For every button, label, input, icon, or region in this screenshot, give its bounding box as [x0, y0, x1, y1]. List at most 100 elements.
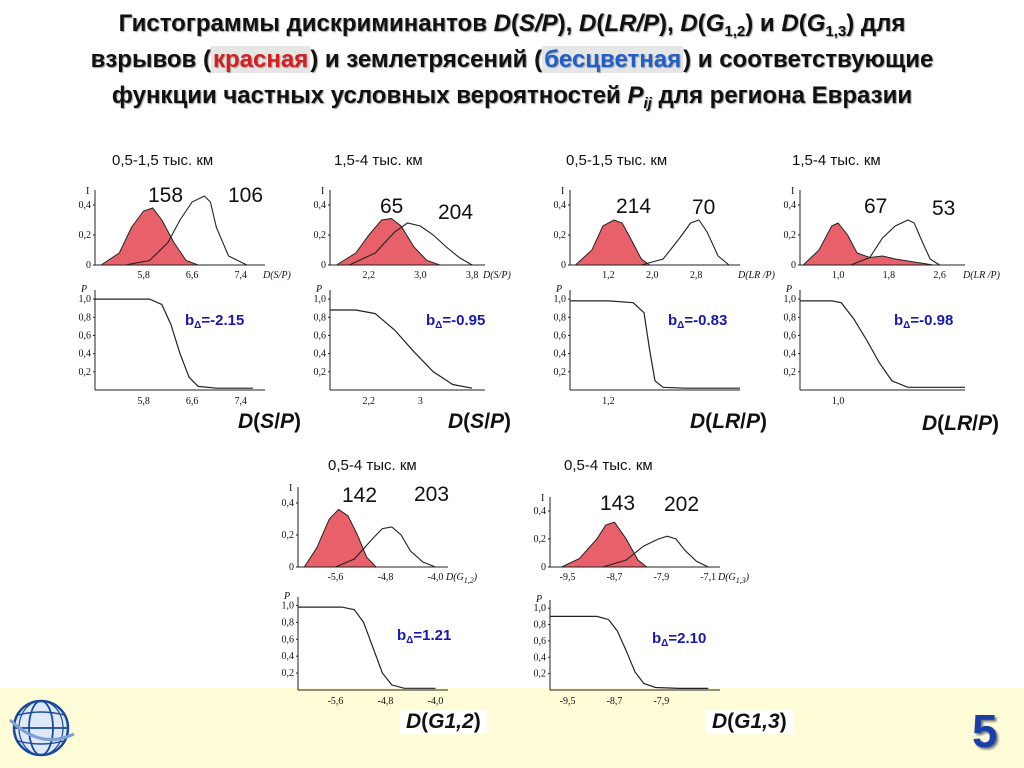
title-sp: S/P: [518, 10, 558, 37]
red-count: 158: [148, 184, 184, 207]
d-argument: G1,3: [734, 710, 780, 733]
hist-y-tick: 0,2: [784, 230, 797, 241]
red-series-area: [334, 217, 440, 266]
hist-x-tick: 6,6: [186, 270, 199, 281]
b-delta-value: bΔ=2.10: [652, 630, 706, 649]
prob-y-tick: 0,8: [282, 617, 295, 628]
title-g: G: [806, 10, 826, 37]
hist-x-tick: 3,8: [466, 270, 479, 281]
hist-axis-label: D(LR /P): [962, 270, 1001, 281]
prob-x-tick: 7,4: [234, 396, 247, 407]
b-label: b: [185, 312, 195, 329]
prob-x-tick: -7,9: [653, 696, 669, 707]
range-label: 1,5-4 тыс. км: [792, 152, 881, 169]
title-g: G: [705, 10, 725, 37]
prob-y-tick: 0,8: [554, 312, 567, 323]
blank-count: 203: [414, 483, 450, 506]
prob-x-tick: -5,6: [328, 696, 344, 707]
hist-y-tick: 0: [321, 260, 326, 271]
blank-series-line: [349, 222, 473, 266]
prob-x-tick: 1,0: [832, 396, 845, 407]
prob-y-tick: 1,0: [534, 603, 547, 614]
hist-y-tick: 0,4: [784, 200, 797, 211]
hist-axis-close: ): [745, 572, 750, 583]
b-label: b: [894, 312, 904, 329]
range-label: 1,5-4 тыс. км: [334, 152, 423, 169]
chart-lrp_long: I0,40,201,0 1,8 2,6 D(LR /P)P1,00,80,60,40,…: [784, 186, 1001, 407]
d-separator: /: [484, 410, 491, 433]
d-argument-2: P: [280, 410, 295, 433]
d-symbol: D: [406, 710, 422, 733]
chart-sp_short: I 0,4 0,2 0 5,8 6,6 7,4 D(S/P) P1,0 0,8 0,6 0,4 0,2 5…: [79, 186, 292, 407]
prob-series-line: [800, 300, 965, 388]
title-text: функции частных условных вероятностей: [111, 82, 628, 109]
hist-x-tick: -5,6: [328, 572, 344, 583]
blank-count: 204: [438, 201, 474, 224]
b-delta-sub: Δ: [903, 320, 911, 331]
red-series-area: [801, 222, 934, 266]
blank-series-line: [125, 195, 248, 266]
hist-x-tick: 2,0: [646, 270, 659, 281]
hist-y-tick: 0,2: [314, 230, 327, 241]
title-line-1: Гистограммы дискриминантов D(S/P), D(LR/…: [118, 10, 906, 40]
title-sep: ,: [565, 10, 580, 37]
hist-x-tick: 2,2: [363, 270, 376, 281]
prob-y-tick: 0,6: [79, 330, 92, 341]
hist-y-tick: 0,4: [534, 506, 547, 517]
red-series-area: [561, 521, 649, 568]
hist-y-tick: 0,2: [554, 230, 567, 241]
b-delta-sub: Δ: [435, 320, 443, 331]
prob-x-tick: -4,0: [428, 696, 444, 707]
globe-logo-icon: [8, 699, 75, 757]
hist-x-tick: 7,4: [234, 270, 247, 281]
title-lrp: LR/P: [604, 10, 660, 37]
red-count: 143: [600, 492, 636, 515]
range-label: 0,5-1,5 тыс. км: [566, 152, 668, 169]
b-number: =1.21: [413, 627, 452, 644]
d-argument: LR: [944, 412, 973, 435]
hist-x-tick: -8,7: [607, 572, 623, 583]
prob-x-tick: 6,6: [186, 396, 199, 407]
prob-y-tick: 0,6: [282, 634, 295, 645]
b-delta-value: bΔ=1.21: [397, 627, 451, 646]
d-argument-2: P: [978, 412, 993, 435]
prob-series-line: [550, 615, 709, 690]
prob-y-tick: 0,6: [554, 330, 567, 341]
hist-y-tick: 0: [541, 562, 546, 573]
prob-y-tick: 0,8: [314, 312, 327, 323]
prob-y-tick: 0,4: [79, 349, 92, 360]
discriminant-label: D(LR/P): [916, 412, 1006, 436]
d-argument: S: [470, 410, 485, 433]
title-text: для региона Евразии: [651, 82, 913, 109]
prob-y-tick: 0,8: [784, 312, 797, 323]
hist-axis-label: D(G1,2): [445, 572, 478, 585]
hist-y-tick: 0,2: [534, 534, 547, 545]
prob-y-tick: 1,0: [314, 294, 327, 305]
prob-y-tick: 0,2: [554, 367, 567, 378]
d-separator: /: [972, 412, 979, 435]
red-series-area: [303, 508, 378, 568]
prob-y-tick: 0,2: [282, 668, 295, 679]
prob-series-line: [570, 300, 740, 389]
b-number: =2.10: [668, 630, 707, 647]
red-series-area: [574, 219, 652, 266]
range-label: 0,5-4 тыс. км: [564, 457, 653, 474]
hist-axis-label: D(S/P): [262, 270, 291, 281]
hist-y-tick: 0,4: [554, 200, 567, 211]
red-count: 65: [380, 195, 404, 218]
b-delta-sub: Δ: [406, 635, 414, 646]
prob-y-tick: 0,4: [534, 652, 547, 663]
d-symbol: D: [922, 412, 938, 435]
range-label: 0,5-1,5 тыс. км: [112, 152, 214, 169]
footer-band: [0, 688, 1024, 768]
prob-y-tick: 1,0: [282, 600, 295, 611]
hist-y-tick: 0: [791, 260, 796, 271]
blank-count: 106: [228, 184, 264, 207]
b-label: b: [426, 312, 436, 329]
range-label: 0,5-4 тыс. км: [328, 457, 417, 474]
prob-y-tick: 0,4: [314, 349, 327, 360]
b-delta-sub: Δ: [661, 638, 669, 649]
blank-series-line: [850, 219, 940, 266]
title-g13-sub: 1,3: [825, 23, 847, 40]
